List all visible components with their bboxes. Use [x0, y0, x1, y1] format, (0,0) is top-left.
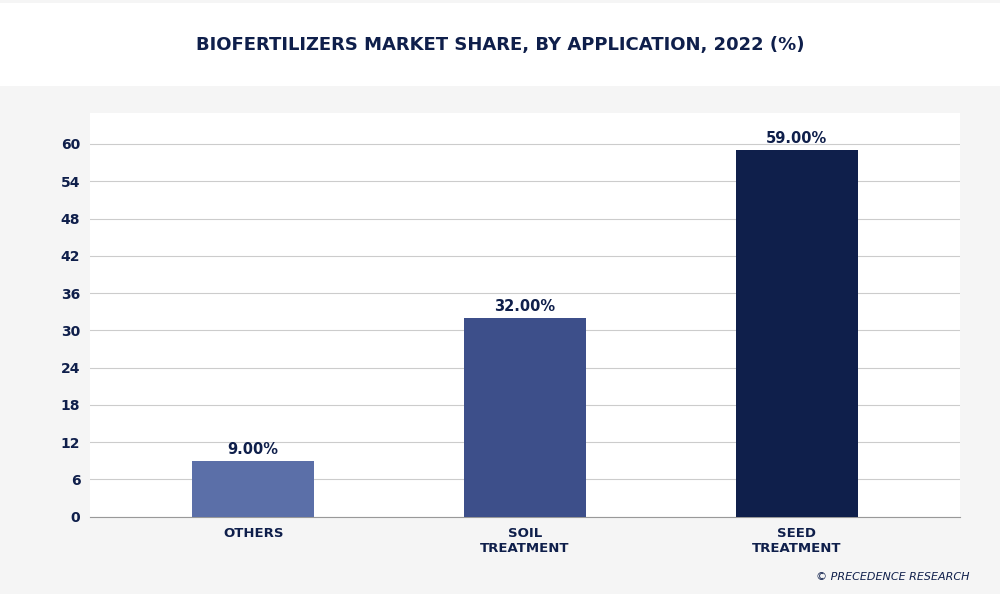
Text: 32.00%: 32.00% — [494, 299, 556, 314]
Text: BIOFERTILIZERS MARKET SHARE, BY APPLICATION, 2022 (%): BIOFERTILIZERS MARKET SHARE, BY APPLICAT… — [196, 36, 804, 53]
Bar — [464, 318, 586, 517]
Text: 9.00%: 9.00% — [228, 441, 279, 457]
Bar — [192, 461, 314, 517]
Bar — [736, 150, 858, 517]
Text: 59.00%: 59.00% — [766, 131, 828, 146]
Text: © PRECEDENCE RESEARCH: © PRECEDENCE RESEARCH — [816, 572, 970, 582]
